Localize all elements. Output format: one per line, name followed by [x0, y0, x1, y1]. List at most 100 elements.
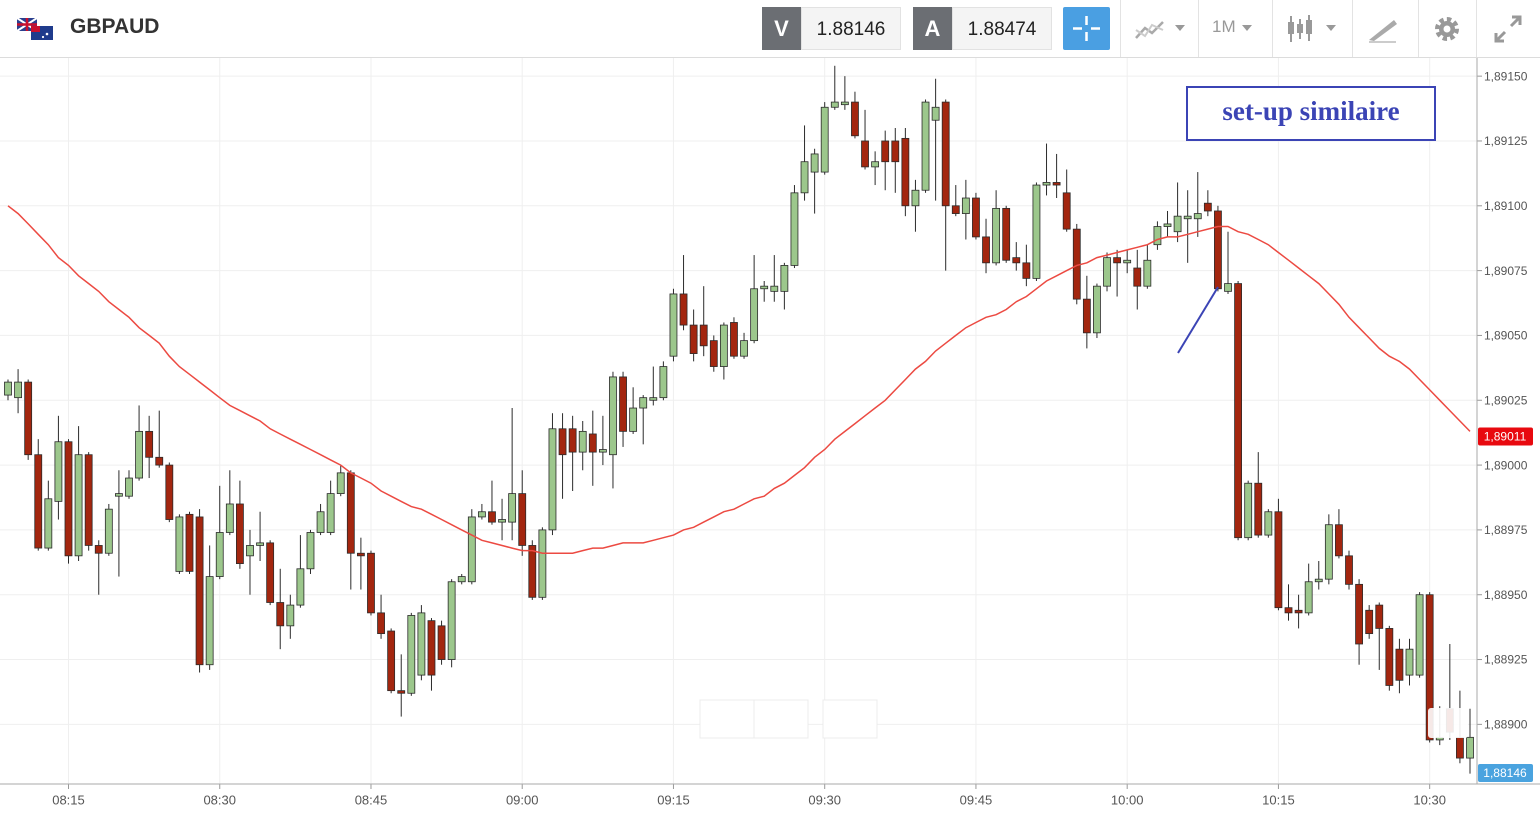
y-tick-label: 1,89100 — [1484, 199, 1528, 213]
candle-body — [1002, 207, 1011, 261]
candle-body — [407, 615, 416, 694]
candle-body — [1466, 736, 1474, 759]
crosshair-icon — [1073, 16, 1100, 41]
candle-body — [104, 508, 113, 554]
bid-label[interactable]: V — [762, 7, 801, 50]
candle-body — [266, 542, 275, 603]
candle-body — [629, 407, 638, 432]
candle-body — [125, 477, 133, 497]
candle-body — [1425, 594, 1434, 741]
ma-price-tag-label: 1,89011 — [1484, 430, 1527, 444]
x-tick-label: 08:15 — [52, 792, 85, 807]
candle-body — [145, 430, 154, 458]
candle-body — [619, 376, 627, 432]
candle-body — [246, 545, 254, 557]
candle-body — [427, 620, 436, 676]
candle-body — [195, 516, 204, 666]
candle-body — [477, 511, 486, 518]
x-tick-label: 10:30 — [1413, 792, 1446, 807]
candle-body — [1335, 524, 1343, 557]
dropdown-arrow[interactable] — [1240, 16, 1260, 42]
ask-label[interactable]: A — [913, 7, 952, 50]
candle-body — [548, 428, 557, 531]
candle-body — [1415, 594, 1424, 676]
candle-body — [84, 454, 93, 546]
candle-body — [941, 101, 950, 207]
flag-icon — [17, 18, 53, 40]
candle-body — [74, 454, 83, 557]
candle-body — [54, 441, 63, 502]
candle-body — [457, 576, 466, 583]
bid-price[interactable]: 1.88146 — [801, 7, 901, 50]
candle-body — [588, 433, 597, 453]
candle-body — [276, 602, 285, 627]
candle-body — [1214, 210, 1222, 290]
candle-body — [1052, 182, 1061, 186]
y-tick-label: 1,88975 — [1484, 523, 1528, 537]
candle-body — [14, 381, 22, 399]
candle-body — [44, 498, 53, 549]
candle-body — [306, 532, 315, 570]
candle-body — [679, 293, 688, 326]
candle-body — [115, 493, 123, 497]
candle-body — [538, 529, 547, 598]
candle-body — [961, 197, 970, 214]
y-tick-label: 1,89150 — [1484, 69, 1528, 83]
separator — [1120, 0, 1121, 57]
candle-style-button[interactable] — [1286, 13, 1342, 45]
candle-body — [1254, 482, 1263, 536]
candle-body — [1123, 259, 1132, 264]
candle-body — [982, 236, 990, 264]
x-tick-label: 09:30 — [808, 792, 841, 807]
grid-layer — [0, 58, 1477, 784]
y-tick-label: 1,88950 — [1484, 588, 1528, 602]
y-tick-label: 1,88900 — [1484, 718, 1528, 732]
candle-body — [346, 472, 355, 554]
candle-body — [336, 472, 345, 495]
candle-body — [790, 192, 799, 266]
candle-body — [296, 568, 305, 606]
candle-body — [558, 428, 567, 456]
x-tick-label: 10:00 — [1111, 792, 1144, 807]
crosshair-button[interactable] — [1063, 7, 1110, 50]
candle-body — [387, 630, 396, 692]
candle-body — [1012, 257, 1021, 264]
y-tick-label: 1,89050 — [1484, 329, 1528, 343]
candle-body — [215, 532, 224, 577]
candle-body — [1022, 262, 1031, 279]
chart-type-button[interactable] — [1133, 16, 1193, 42]
candle-body — [1163, 223, 1172, 227]
y-tick-label: 1,89075 — [1484, 264, 1528, 278]
nav-button[interactable] — [822, 699, 878, 739]
y-tick-label: 1,88925 — [1484, 653, 1528, 667]
timeframe[interactable]: 1M — [1212, 17, 1236, 36]
candle-body — [851, 101, 859, 137]
candle-body — [1113, 257, 1122, 264]
candle-body — [1062, 192, 1071, 230]
candle-body — [1304, 581, 1313, 614]
candle-body — [740, 340, 748, 357]
candle-body — [568, 428, 577, 453]
candle-body — [316, 511, 325, 533]
last-price-tag — [1478, 764, 1533, 782]
candle-body — [417, 612, 426, 676]
fullscreen-button[interactable] — [1492, 13, 1524, 45]
candle-body — [1082, 298, 1091, 334]
candle-body — [649, 397, 658, 401]
candle-body — [1133, 267, 1142, 287]
candle-body — [64, 441, 73, 557]
ask-price[interactable]: 1.88474 — [952, 7, 1052, 50]
settings-button[interactable] — [1431, 13, 1463, 45]
candle-body — [881, 140, 890, 163]
candle-body — [730, 322, 738, 357]
last-price-tag-label: 1,88146 — [1483, 766, 1527, 780]
candle-body — [820, 106, 829, 173]
separator — [1272, 0, 1273, 57]
candle-body — [1183, 215, 1192, 220]
candle-body — [367, 552, 375, 614]
drawing-tool-button[interactable] — [1366, 14, 1400, 44]
candle-body — [609, 376, 617, 456]
candle-body — [1314, 578, 1323, 583]
y-tick-label: 1,89125 — [1484, 134, 1528, 148]
